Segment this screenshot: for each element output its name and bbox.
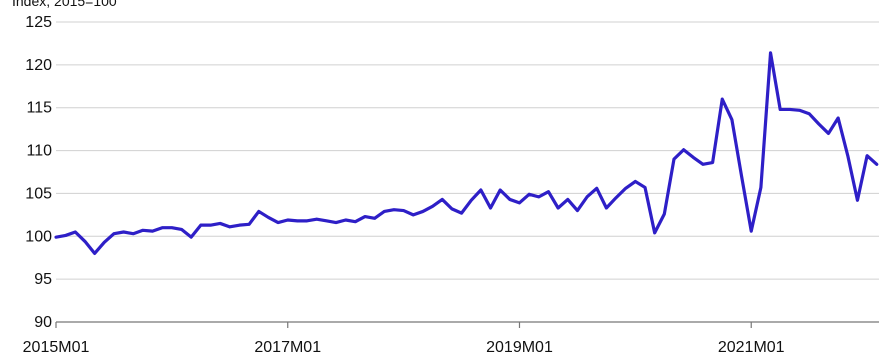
y-tick-label-90: 90 bbox=[34, 314, 52, 331]
y-tick-label-100: 100 bbox=[25, 228, 52, 245]
x-tick-label-2019M01: 2019M01 bbox=[486, 339, 553, 354]
x-axis: 2015M01 2017M01 2019M01 2021M01 bbox=[23, 321, 879, 354]
x-tick-label-2017M01: 2017M01 bbox=[254, 339, 321, 354]
series-group bbox=[54, 51, 879, 256]
series-line bbox=[54, 51, 879, 256]
y-axis-tick-labels: 90 95 100 105 110 115 120 125 bbox=[25, 14, 52, 331]
gridlines bbox=[56, 21, 879, 280]
y-tick-label-95: 95 bbox=[34, 271, 52, 288]
y-tick-label-125: 125 bbox=[25, 14, 52, 31]
x-tick-label-2021M01: 2021M01 bbox=[718, 339, 785, 354]
chart-subtitle: Index, 2015=100 bbox=[12, 0, 117, 9]
y-tick-label-110: 110 bbox=[26, 143, 52, 160]
y-tick-label-115: 115 bbox=[26, 100, 52, 117]
x-tick-label-2015M01: 2015M01 bbox=[23, 339, 90, 354]
y-tick-label-120: 120 bbox=[25, 57, 52, 74]
y-tick-label-105: 105 bbox=[25, 185, 52, 202]
